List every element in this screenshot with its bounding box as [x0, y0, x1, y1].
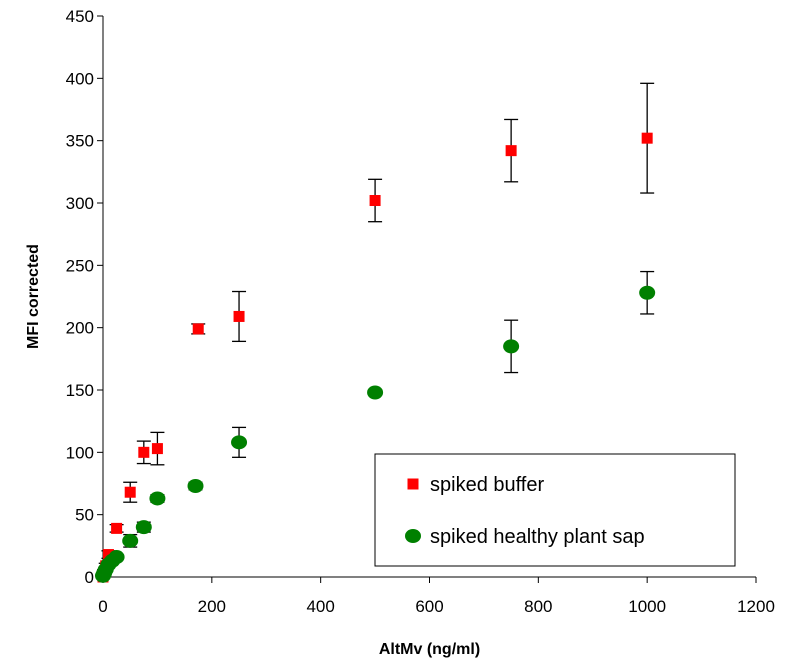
data-point-buffer	[111, 522, 123, 534]
data-point-buffer	[369, 195, 381, 207]
y-tick-label: 400	[66, 69, 94, 88]
data-point-plant-sap	[503, 339, 520, 354]
data-point-buffer	[151, 443, 163, 455]
data-point-buffer	[192, 323, 204, 335]
y-tick-label: 350	[66, 132, 94, 151]
data-point-buffer	[641, 132, 653, 144]
data-point-buffer	[124, 486, 136, 498]
data-point-buffer	[102, 549, 114, 561]
data-point-plant-sap	[122, 533, 139, 548]
x-tick-label: 1200	[737, 597, 775, 616]
data-point-buffer	[233, 310, 245, 322]
y-tick-label: 250	[66, 256, 94, 275]
y-tick-label: 0	[85, 568, 94, 587]
data-point-plant-sap	[639, 285, 656, 300]
x-tick-label: 600	[415, 597, 443, 616]
legend: spiked buffer spiked healthy plant sap	[374, 453, 736, 567]
x-tick-label: 200	[198, 597, 226, 616]
data-point-plant-sap	[108, 550, 125, 565]
legend-box	[374, 453, 736, 567]
legend-marker-buffer	[407, 478, 419, 490]
data-point-plant-sap	[135, 520, 152, 535]
x-tick-label: 400	[306, 597, 334, 616]
y-tick-label: 450	[66, 7, 94, 26]
legend-label-plant-sap: spiked healthy plant sap	[430, 526, 645, 548]
x-tick-label: 0	[98, 597, 107, 616]
x-axis-title: AltMv (ng/ml)	[379, 641, 480, 658]
data-point-plant-sap	[367, 385, 384, 400]
y-tick-label: 100	[66, 443, 94, 462]
y-tick-label: 50	[75, 506, 94, 525]
y-tick-label: 200	[66, 319, 94, 338]
y-tick-label: 150	[66, 381, 94, 400]
data-point-buffer	[138, 446, 150, 458]
legend-label-buffer: spiked buffer	[430, 474, 544, 496]
axes: 0 50 100 150 200 250 300 350 400 450 0 200 400 600 800…	[66, 7, 775, 616]
data-point-plant-sap	[149, 491, 166, 506]
y-axis-title: MFI corrected	[25, 244, 42, 349]
x-tick-label: 1000	[628, 597, 666, 616]
data-point-plant-sap	[187, 478, 204, 493]
x-tick-label: 800	[524, 597, 552, 616]
data-markers	[95, 132, 656, 583]
data-point-buffer	[505, 145, 517, 157]
y-tick-label: 300	[66, 194, 94, 213]
data-point-plant-sap	[231, 435, 248, 450]
legend-marker-plant-sap	[405, 529, 421, 543]
